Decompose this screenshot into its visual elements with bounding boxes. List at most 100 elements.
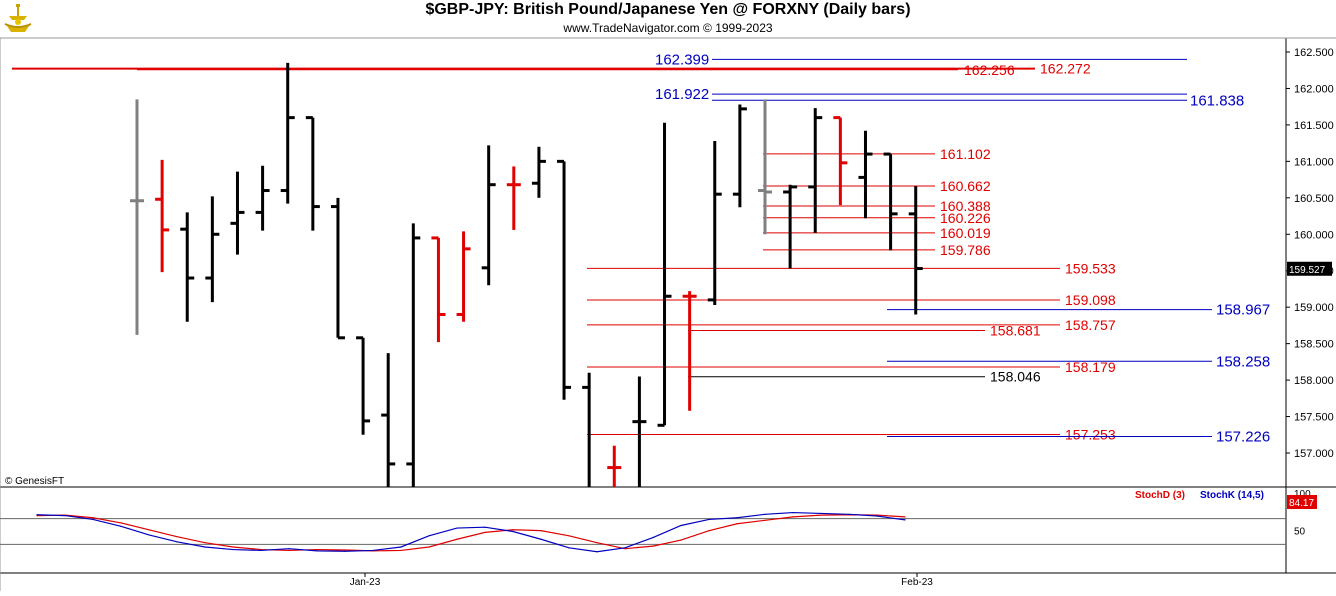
stoch-d-point-31 [904, 516, 906, 518]
level-label-162-256: 162.256 [964, 62, 1015, 78]
level-label-158-046: 158.046 [990, 369, 1041, 385]
date-axis: Jan-23 Feb-23 [350, 573, 933, 588]
stochastic-panel: StochD (3) StochK (14,5) 100 50 84.17 [0, 489, 1317, 553]
level-label-158-967: 158.967 [1216, 302, 1270, 319]
price-levels: 162.272 162.256 162.399 161.922 161.838 161.1… [12, 51, 1270, 446]
level-label-158-179: 158.179 [1065, 359, 1116, 375]
stoch-k-point-8 [260, 549, 262, 552]
stoch-k-point-2 [92, 518, 94, 521]
stoch-k-point-21 [624, 547, 626, 549]
price-tick-label-0: 162.500 [1294, 47, 1334, 59]
level-label-159-533: 159.533 [1065, 260, 1116, 276]
stoch-d-point-26 [764, 519, 766, 521]
stoch-value-marker [1287, 495, 1317, 509]
level-label-158-258: 158.258 [1216, 353, 1270, 370]
stoch-k-point-28 [820, 512, 822, 515]
last-price-label: 159.527 [1289, 265, 1326, 276]
stoch-k-point-4 [148, 534, 150, 536]
date-tick-label-1: Feb-23 [901, 577, 933, 588]
stoch-d-point-4 [148, 529, 150, 531]
price-tick-label-7: 159.000 [1294, 302, 1334, 314]
stoch-k-point-16 [484, 526, 486, 528]
level-label-160-226: 160.226 [940, 210, 991, 226]
stoch-k-point-29 [848, 513, 850, 515]
stoch-d-point-28 [820, 514, 822, 516]
stoch-k-point-24 [708, 518, 710, 521]
stoch-d-point-15 [456, 538, 458, 540]
stoch-d-line [36, 514, 906, 552]
stoch-d-legend: StochD (3) [1135, 490, 1185, 501]
stoch-k-point-19 [568, 547, 570, 549]
level-label-161-102: 161.102 [940, 146, 991, 162]
price-tick-label-4: 160.500 [1294, 193, 1334, 205]
stoch-k-legend: StochK (14,5) [1200, 490, 1264, 501]
price-tick-label-11: 157.000 [1294, 448, 1334, 460]
stoch-k-point-31 [904, 519, 906, 521]
level-label-161-922: 161.922 [655, 86, 709, 103]
stoch-d-point-22 [652, 545, 654, 547]
plot-background [0, 38, 1336, 573]
price-tick-label-3: 161.000 [1294, 156, 1334, 168]
stoch-d-point-5 [176, 536, 178, 538]
stoch-tick-label-1: 50 [1294, 527, 1306, 538]
stoch-d-point-9 [288, 549, 290, 552]
stoch-k-point-23 [680, 524, 682, 527]
trade-navigator-logo [4, 4, 32, 32]
stoch-k-point-12 [372, 549, 374, 552]
level-label-158-681: 158.681 [990, 322, 1041, 338]
stoch-d-point-24 [708, 530, 710, 532]
chart-subtitle: www.TradeNavigator.com © 1999-2023 [563, 21, 773, 35]
stoch-tick-label-0: 100 [1294, 489, 1311, 500]
stoch-k-point-30 [876, 515, 878, 517]
stoch-k-point-5 [176, 541, 178, 543]
stoch-d-point-13 [400, 549, 402, 552]
stoch-d-point-27 [792, 516, 794, 518]
stoch-k-point-11 [344, 550, 346, 552]
stoch-d-point-11 [344, 549, 346, 551]
level-label-160-019: 160.019 [940, 225, 991, 241]
stoch-k-point-22 [652, 536, 654, 539]
chart-title: $GBP-JPY: British Pound/Japanese Yen @ F… [425, 1, 911, 18]
stoch-d-point-10 [316, 548, 318, 551]
stoch-k-point-26 [764, 513, 766, 515]
stoch-k-point-1 [64, 514, 66, 517]
stoch-d-point-3 [120, 522, 122, 524]
stoch-k-point-14 [428, 535, 430, 537]
chart-frame: © GenesisFT [0, 37, 1336, 591]
stoch-d-point-14 [428, 546, 430, 548]
stoch-k-point-10 [316, 550, 318, 552]
stoch-k-point-18 [540, 538, 542, 540]
stoch-k-point-0 [36, 514, 38, 516]
last-price-marker [1287, 261, 1332, 276]
price-tick-label-1: 162.000 [1294, 83, 1334, 95]
stoch-k-point-15 [456, 527, 458, 529]
price-axis: 162.500 162.000 161.500 161.000 160.500 160.0… [1286, 47, 1334, 460]
level-label-159-786: 159.786 [940, 242, 991, 258]
level-label-162-272: 162.272 [1040, 61, 1091, 77]
copyright-label: © GenesisFT [5, 476, 64, 487]
stoch-k-point-20 [596, 551, 598, 553]
date-tick-label-0: Jan-23 [350, 577, 381, 588]
stoch-k-point-7 [232, 548, 234, 551]
price-tick-label-2: 161.500 [1294, 120, 1334, 132]
stoch-k-point-17 [512, 530, 514, 533]
stoch-d-point-20 [596, 542, 598, 544]
stoch-d-point-16 [484, 531, 486, 533]
stoch-d-point-23 [680, 539, 682, 541]
stoch-value-label: 84.17 [1289, 498, 1314, 509]
stoch-d-point-18 [540, 530, 542, 532]
stoch-k-point-6 [204, 546, 206, 548]
stoch-d-point-25 [736, 523, 738, 525]
level-label-160-388: 160.388 [940, 198, 991, 214]
price-tick-label-8: 158.500 [1294, 339, 1334, 351]
stoch-k-point-13 [400, 546, 402, 548]
stoch-k-point-9 [288, 548, 290, 550]
price-tick-label-9: 158.000 [1294, 375, 1334, 387]
stoch-d-point-6 [204, 542, 206, 544]
price-bars [130, 62, 923, 487]
level-label-158-757: 158.757 [1065, 317, 1116, 333]
price-tick-label-10: 157.500 [1294, 412, 1334, 424]
level-label-159-098: 159.098 [1065, 292, 1116, 308]
